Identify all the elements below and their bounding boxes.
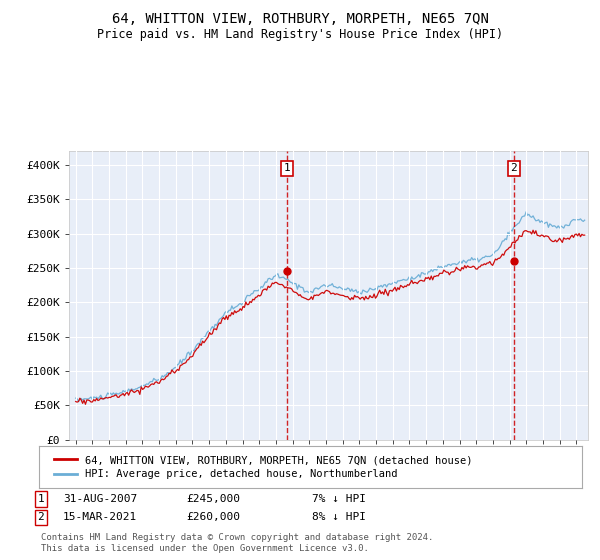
Text: £260,000: £260,000 bbox=[186, 512, 240, 522]
Text: 15-MAR-2021: 15-MAR-2021 bbox=[63, 512, 137, 522]
Text: 1: 1 bbox=[37, 494, 44, 504]
Text: 7% ↓ HPI: 7% ↓ HPI bbox=[312, 494, 366, 504]
Text: 31-AUG-2007: 31-AUG-2007 bbox=[63, 494, 137, 504]
Text: Contains HM Land Registry data © Crown copyright and database right 2024.
This d: Contains HM Land Registry data © Crown c… bbox=[41, 533, 433, 553]
Text: £245,000: £245,000 bbox=[186, 494, 240, 504]
Text: Price paid vs. HM Land Registry's House Price Index (HPI): Price paid vs. HM Land Registry's House … bbox=[97, 28, 503, 41]
Text: 2: 2 bbox=[511, 164, 517, 174]
Legend: 64, WHITTON VIEW, ROTHBURY, MORPETH, NE65 7QN (detached house), HPI: Average pri: 64, WHITTON VIEW, ROTHBURY, MORPETH, NE6… bbox=[50, 451, 477, 484]
Text: 1: 1 bbox=[284, 164, 290, 174]
Text: 64, WHITTON VIEW, ROTHBURY, MORPETH, NE65 7QN: 64, WHITTON VIEW, ROTHBURY, MORPETH, NE6… bbox=[112, 12, 488, 26]
Text: 2: 2 bbox=[37, 512, 44, 522]
Text: 8% ↓ HPI: 8% ↓ HPI bbox=[312, 512, 366, 522]
